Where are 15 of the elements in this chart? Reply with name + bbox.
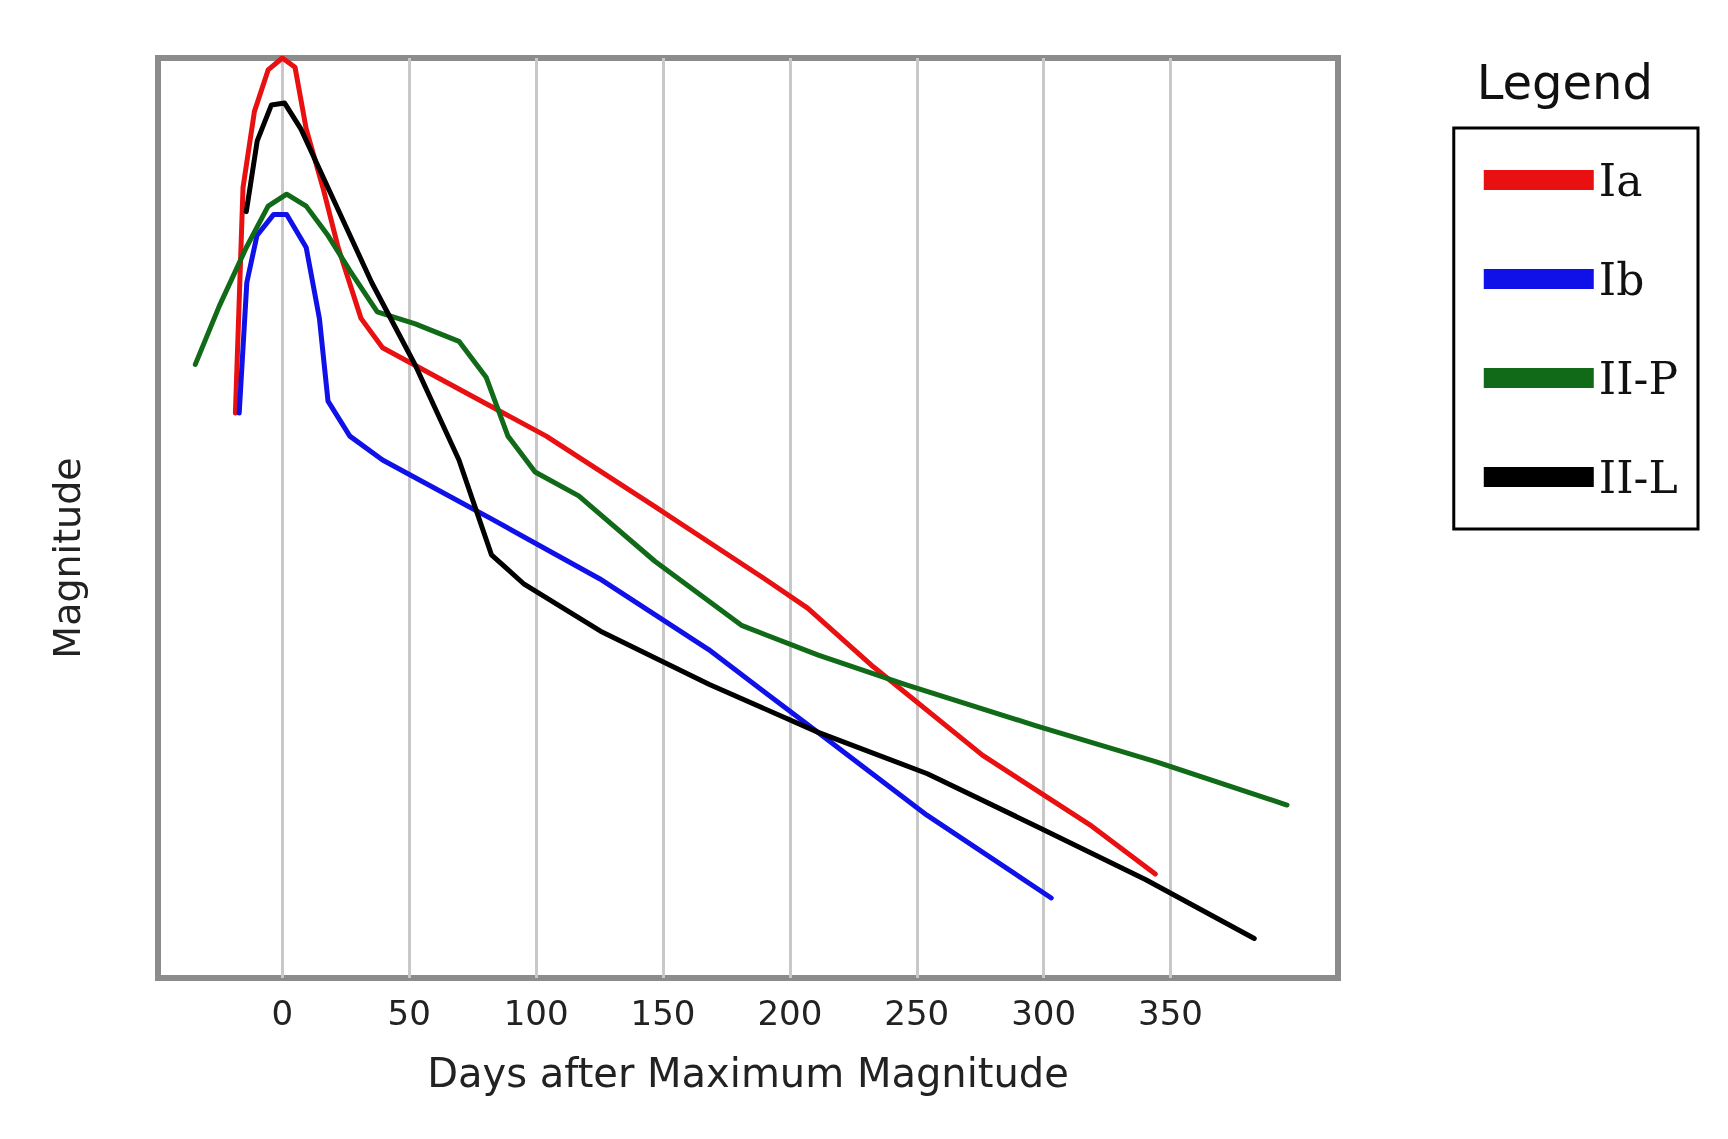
legend-title: Legend xyxy=(1476,54,1654,110)
legend-label: II-P xyxy=(1598,352,1678,404)
x-tick-label: 350 xyxy=(1138,993,1203,1033)
x-axis-title: Days after Maximum Magnitude xyxy=(427,1050,1069,1096)
x-tick-label: 300 xyxy=(1011,993,1077,1033)
x-tick-label: 0 xyxy=(271,993,294,1033)
legend-label: II-L xyxy=(1598,451,1678,503)
x-tick-label: 200 xyxy=(757,993,823,1033)
x-tick-label: 100 xyxy=(503,993,569,1033)
y-axis-title: Magnitude xyxy=(45,457,89,659)
x-tick-label: 250 xyxy=(884,993,950,1033)
x-tick-label: 50 xyxy=(387,993,431,1033)
legend-label: Ib xyxy=(1598,253,1645,305)
legend-label: Ia xyxy=(1598,154,1643,206)
x-tick-label: 150 xyxy=(630,993,696,1033)
